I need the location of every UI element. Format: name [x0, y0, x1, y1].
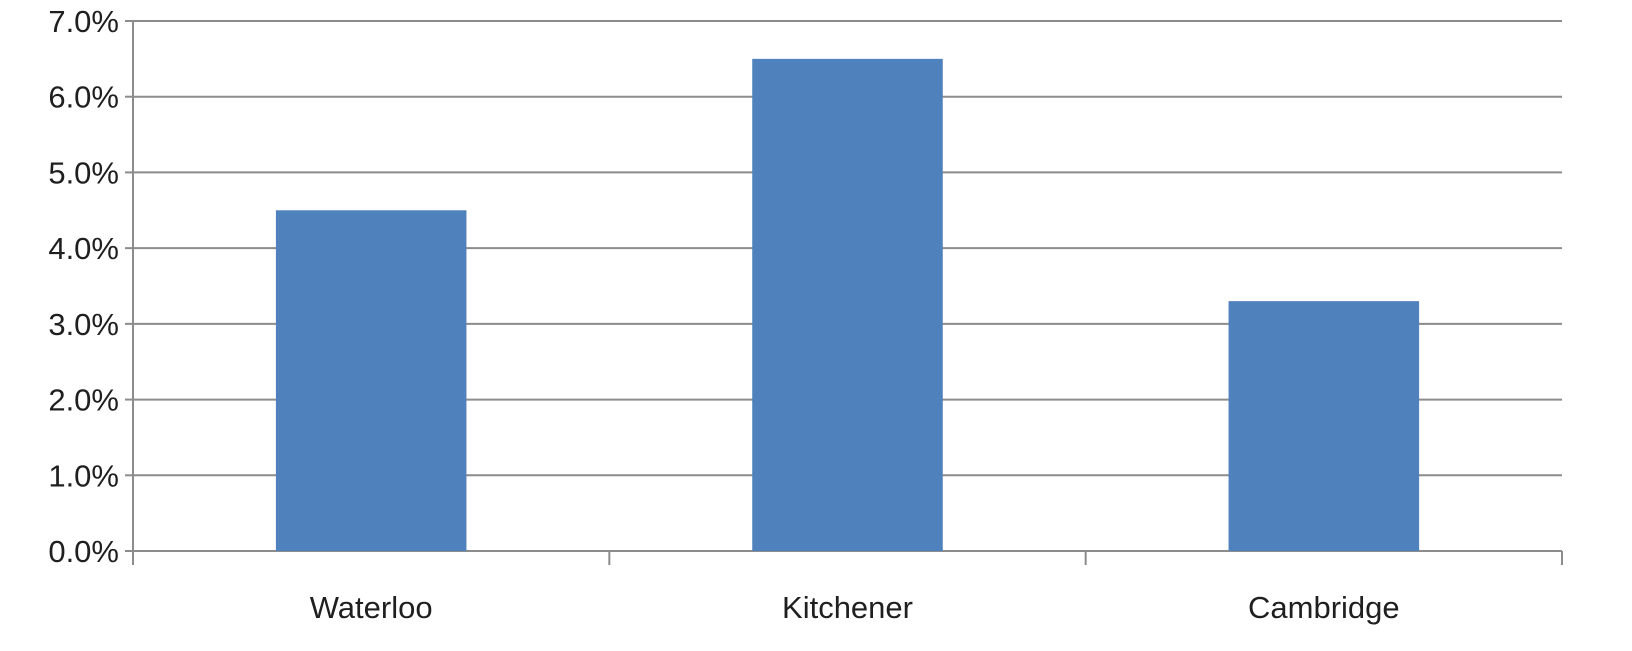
y-tick-label: 4.0%: [48, 231, 119, 266]
bar-cambridge: [1228, 301, 1420, 551]
x-tick-label: Cambridge: [1248, 590, 1400, 625]
bar-kitchener: [752, 58, 943, 551]
y-tick-label: 2.0%: [48, 383, 119, 418]
y-tick-label: 1.0%: [48, 458, 119, 493]
y-tick-label: 5.0%: [48, 155, 119, 190]
x-tick-label: Waterloo: [310, 590, 433, 625]
y-tick-label: 7.0%: [48, 4, 119, 39]
y-tick-label: 0.0%: [48, 534, 119, 569]
x-tick-label: Kitchener: [782, 590, 913, 625]
bar-waterloo: [275, 210, 467, 552]
y-tick-label: 6.0%: [48, 80, 119, 115]
y-tick-label: 3.0%: [48, 307, 119, 342]
